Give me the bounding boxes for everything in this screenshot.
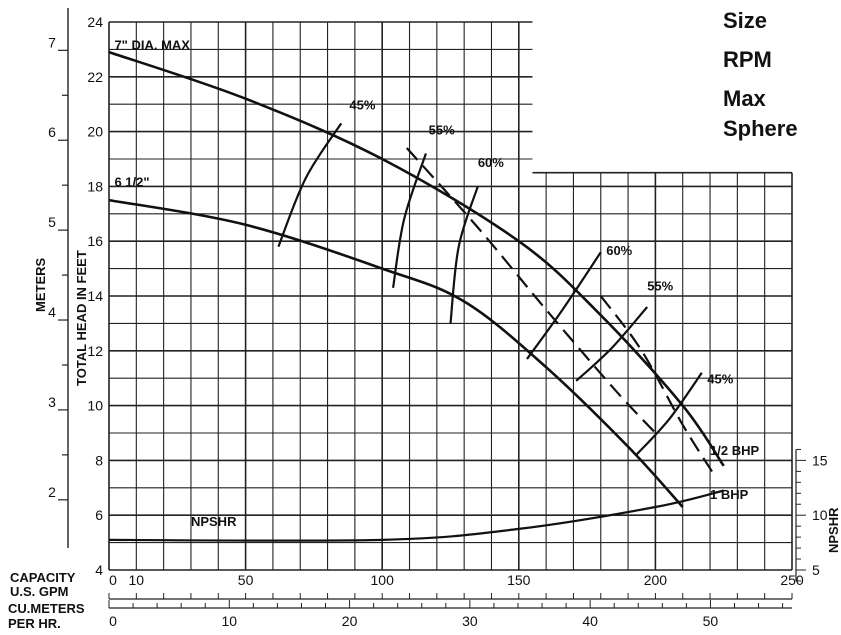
x-tick-label: 0: [109, 572, 117, 588]
curve-label: NPSHR: [191, 514, 237, 529]
capacity-label: CAPACITY: [10, 570, 76, 585]
efficiency-curve: [392, 153, 427, 288]
efficiency-curve: [635, 372, 703, 456]
meters-axis-label: METERS: [33, 258, 48, 313]
curve-label: 55%: [429, 122, 455, 137]
npshr-tick-label: 5: [812, 562, 820, 578]
npshr-tick-label: 10: [812, 507, 828, 523]
curve-label: 60%: [606, 243, 632, 258]
x-tick-label: 10: [129, 572, 145, 588]
max-sphere-label: Max Sphere: [723, 86, 798, 141]
efficiency-curve: [526, 251, 602, 360]
cu-meters-label: CU.METERS: [8, 601, 85, 616]
gpm-label: U.S. GPM: [10, 584, 69, 599]
efficiency-curve: [575, 306, 649, 382]
x2-tick-label: 40: [582, 613, 598, 629]
efficiency-curve: [449, 186, 479, 324]
x2-tick-label: 20: [342, 613, 358, 629]
npshr-tick-label: 15: [812, 452, 828, 468]
curve-label: 7" DIA. MAX: [114, 37, 190, 52]
curve-label: 1/2 BHP: [710, 443, 759, 458]
x-tick-label: 200: [644, 572, 668, 588]
rpm-label: RPM: [723, 47, 772, 72]
curve-label: 45%: [349, 98, 375, 113]
meters-tick-label: 6: [48, 124, 56, 140]
curve-label: 55%: [647, 279, 673, 294]
y-tick-label: 4: [95, 562, 103, 578]
x2-tick-label: 30: [462, 613, 478, 629]
meters-tick-label: 7: [48, 34, 56, 50]
y-tick-label: 8: [95, 452, 103, 468]
x-tick-label: 150: [507, 572, 531, 588]
y-tick-label: 18: [87, 178, 103, 194]
y-tick-label: 12: [87, 343, 103, 359]
y-tick-label: 20: [87, 124, 103, 140]
chart-grid: [58, 8, 806, 609]
x2-tick-label: 0: [109, 613, 117, 629]
bhp-curve: [405, 147, 657, 434]
meters-tick-label: 3: [48, 394, 56, 410]
x-tick-label: 50: [238, 572, 254, 588]
impeller-curve: [108, 198, 684, 508]
curve-label: 1 BHP: [710, 487, 749, 502]
x-tick-label: 100: [371, 572, 395, 588]
chart-annotations: 7" DIA. MAX 6 1/2" 45% 55% 60% 60% 55% 45% 1/2 B…: [114, 37, 759, 529]
y-tick-label: 14: [87, 288, 103, 304]
efficiency-curve: [277, 122, 343, 248]
impeller-curve: [108, 50, 725, 467]
x2-tick-label: 50: [703, 613, 719, 629]
y-tick-label: 22: [87, 69, 103, 85]
x2-tick-label: 10: [221, 613, 237, 629]
y-tick-label: 16: [87, 233, 103, 249]
curve-label: 60%: [478, 155, 504, 170]
y-tick-label: 10: [87, 398, 103, 414]
meters-tick-label: 5: [48, 214, 56, 230]
bhp-curve: [599, 295, 717, 478]
x-tick-label: 250: [780, 572, 804, 588]
y-axis-label: TOTAL HEAD IN FEET: [74, 250, 89, 386]
meters-tick-label: 2: [48, 484, 56, 500]
curve-label: 6 1/2": [114, 174, 149, 189]
chart-curves: [108, 50, 725, 542]
y-tick-label: 6: [95, 507, 103, 523]
meters-tick-label: 4: [48, 304, 56, 320]
size-label: Size: [723, 8, 768, 33]
curve-label: 45%: [707, 372, 733, 387]
npshr-axis-label: NPSHR: [826, 507, 841, 553]
per-hr-label: PER HR.: [8, 616, 61, 631]
npshr-curve: [108, 489, 724, 542]
y-tick-label: 24: [87, 14, 103, 30]
